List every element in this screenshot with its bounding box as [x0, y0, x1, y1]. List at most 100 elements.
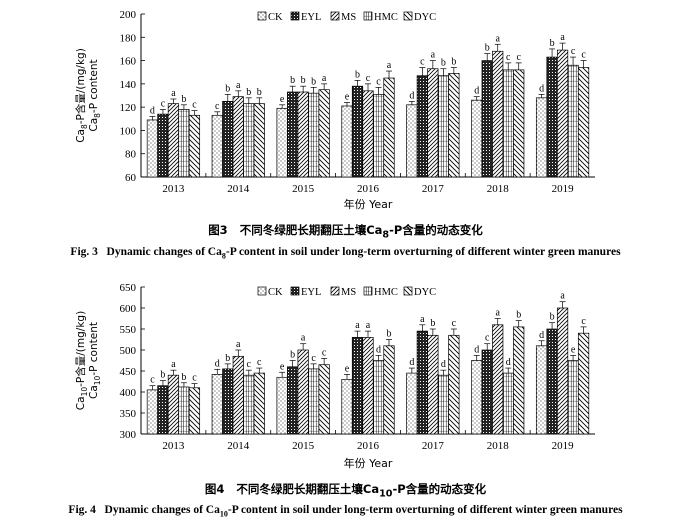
x-tick-label: 2014	[227, 183, 250, 195]
bar-ms	[362, 90, 374, 178]
bar-ck	[341, 105, 353, 178]
x-axis-label: 年份 Year	[344, 197, 393, 211]
bar-dyc	[448, 334, 460, 435]
bar-eyl	[416, 75, 428, 178]
legend-swatch-ck	[257, 286, 267, 296]
significance-letter: c	[376, 76, 381, 87]
significance-letter: c	[581, 316, 586, 327]
significance-letter: c	[192, 373, 197, 384]
x-tick-label: 2018	[487, 183, 510, 195]
bar-hmc	[372, 360, 385, 435]
significance-letter: b	[485, 43, 490, 54]
x-tick-label: 2016	[357, 440, 380, 452]
legend-swatch-eyl	[290, 11, 300, 21]
bar-hmc	[372, 93, 385, 178]
bar-dyc	[318, 89, 330, 178]
bar-dyc	[188, 387, 201, 435]
bar-ck	[535, 97, 548, 178]
bar-hmc	[243, 374, 255, 435]
significance-letter: b	[311, 76, 316, 87]
bar-eyl	[287, 366, 299, 435]
significance-letter: c	[516, 52, 521, 63]
significance-letter: b	[516, 310, 521, 321]
significance-letter: a	[387, 60, 392, 71]
significance-letter: b	[290, 350, 295, 361]
significance-letter: b	[301, 75, 306, 86]
y-tick-label: 100	[120, 125, 137, 137]
figure3-caption-cn: 图3 不同冬绿肥长期翻压土壤Ca8-P含量的动态变化	[208, 223, 483, 241]
significance-letter: c	[150, 375, 155, 386]
bar-ck	[211, 114, 223, 178]
bar-hmc	[308, 92, 320, 178]
significance-letter: b	[225, 353, 230, 364]
significance-letter: c	[247, 359, 252, 370]
bar-ck	[471, 99, 483, 178]
significance-letter: b	[387, 329, 392, 340]
y-axis-label-cn: Ca8-P含量/(mg/kg)	[74, 48, 89, 143]
bar-eyl	[546, 328, 558, 435]
x-axis-label: 年份 Year	[344, 456, 393, 470]
y-tick-label: 180	[120, 32, 137, 44]
legend-label: CK	[268, 12, 283, 23]
significance-letter: a	[322, 73, 327, 84]
legend-swatch-eyl	[290, 286, 300, 296]
significance-letter: e	[345, 91, 350, 102]
bar-ms	[492, 324, 504, 435]
y-axis-label-cn: Ca10-P含量/(mg/kg)	[74, 311, 89, 410]
significance-letter: a	[301, 333, 306, 344]
significance-letter: b	[290, 75, 295, 86]
bar-ms	[362, 337, 374, 435]
legend-swatch-hmc	[363, 11, 373, 21]
significance-letter: d	[376, 344, 381, 355]
bar-ck	[406, 372, 418, 435]
significance-letter: d	[409, 357, 414, 368]
legend-label: HMC	[374, 287, 398, 298]
significance-letter: c	[366, 73, 371, 84]
legend-label: DYC	[414, 287, 436, 298]
bar-ms	[556, 49, 569, 178]
bar-ck	[341, 379, 353, 435]
significance-letter: b	[181, 372, 186, 383]
bar-dyc	[253, 372, 265, 435]
bar-ms	[556, 307, 569, 435]
significance-letter: d	[409, 90, 414, 101]
y-tick-label: 450	[120, 366, 137, 378]
significance-letter: b	[430, 318, 435, 329]
bar-hmc	[567, 360, 579, 435]
x-tick-label: 2017	[422, 440, 445, 452]
bar-dyc	[253, 103, 265, 178]
bar-dyc	[383, 345, 395, 435]
bar-eyl	[351, 85, 364, 178]
significance-letter: b	[257, 87, 262, 98]
bar-dyc	[383, 77, 395, 178]
significance-letter: b	[225, 83, 230, 94]
significance-letter: b	[451, 57, 456, 68]
significance-letter: c	[571, 46, 576, 57]
bar-ms	[297, 91, 309, 178]
significance-letter: c	[215, 101, 220, 112]
y-tick-label: 160	[120, 56, 137, 68]
bar-hmc	[308, 368, 320, 435]
x-tick-label: 2018	[487, 440, 510, 452]
legend-label: EYL	[301, 287, 321, 298]
x-tick-label: 2019	[552, 183, 575, 195]
bar-ck	[471, 360, 483, 435]
significance-letter: d	[474, 344, 479, 355]
significance-letter: e	[280, 361, 285, 372]
significance-letter: d	[441, 359, 446, 370]
significance-letter: d	[539, 83, 544, 94]
bar-eyl	[481, 349, 493, 435]
bar-dyc	[513, 69, 525, 178]
x-tick-label: 2019	[552, 440, 575, 452]
significance-letter: c	[322, 347, 327, 358]
significance-letter: c	[452, 318, 457, 329]
significance-letter: b	[550, 312, 555, 323]
legend-label: HMC	[374, 12, 398, 23]
legend-label: MS	[341, 12, 356, 23]
significance-letter: a	[495, 33, 500, 44]
legend-label: MS	[341, 287, 356, 298]
significance-letter: c	[161, 98, 166, 109]
bar-dyc	[188, 114, 201, 178]
significance-letter: d	[506, 357, 511, 368]
bar-hmc	[178, 386, 190, 435]
